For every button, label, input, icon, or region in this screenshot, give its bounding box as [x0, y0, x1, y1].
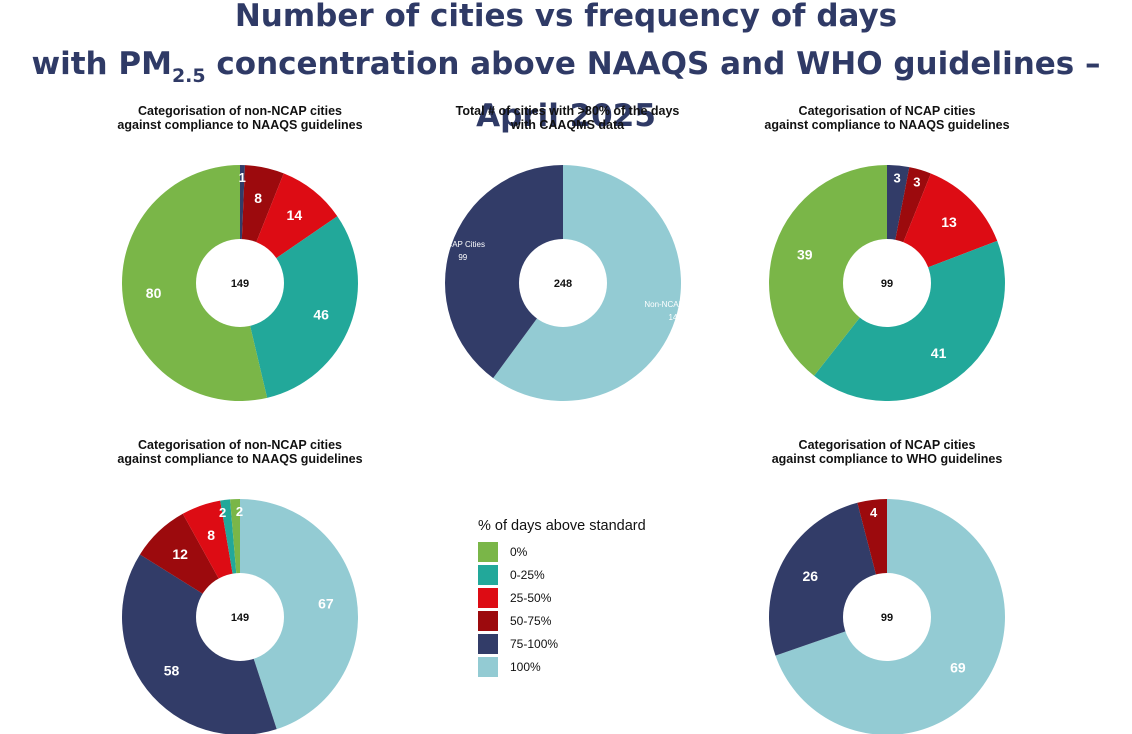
chart-4-title: Categorisation of non-NCAP cities agains…	[105, 438, 375, 466]
chart-3-slice-4-label: 39	[797, 247, 813, 263]
chart-2-slice-1	[445, 165, 563, 379]
chart-1-center-hole	[196, 239, 284, 327]
chart-3-title: Categorisation of NCAP cities against co…	[752, 104, 1022, 132]
chart-2-slice-0	[493, 164, 682, 401]
chart-1-title-line2: against compliance to NAAQS guidelines	[117, 118, 363, 132]
legend-swatch-2	[478, 587, 498, 608]
chart-5-slice-1	[769, 502, 887, 656]
chart-2-title-line2: with CAAQMS data	[510, 118, 625, 132]
title-prefix: with PM	[31, 46, 172, 82]
legend-swatch-0	[478, 541, 498, 562]
chart-2-center-hole	[519, 239, 607, 327]
chart-5-title: Categorisation of NCAP cities against co…	[752, 438, 1022, 466]
legend-item-0: 0%	[478, 540, 646, 563]
chart-3-slice-1	[887, 167, 931, 283]
chart-5-slice-1-label: 26	[803, 568, 819, 584]
main-title-line1: Number of cities vs frequency of days	[234, 0, 898, 34]
chart-2-slice-0-label: 149	[668, 313, 682, 322]
chart-4-slice-1-label: 58	[164, 663, 180, 679]
chart-1-title-line1: Categorisation of non-NCAP cities	[138, 104, 342, 118]
legend-item-3: 50-75%	[478, 609, 646, 632]
chart-1-title: Categorisation of non-NCAP cities agains…	[105, 104, 375, 132]
legend-swatch-1	[478, 564, 498, 585]
legend-title: % of days above standard	[478, 518, 646, 534]
chart-3-title-line2: against compliance to NAAQS guidelines	[764, 118, 1010, 132]
chart-5-title-line2: against compliance to WHO guidelines	[771, 452, 1003, 466]
legend-label-1: 0-25%	[510, 567, 545, 582]
chart-1-center-label: 149	[231, 278, 249, 290]
legend-label-5: 100%	[510, 659, 541, 674]
chart-5-center-hole	[843, 573, 931, 661]
legend-label-2: 25-50%	[510, 590, 552, 605]
chart-2-title: Total # of cities with >80% of the days …	[425, 104, 710, 132]
chart-2-slice-0-name: Non-NCAP Cities	[644, 300, 706, 309]
main-title-line2: with PM2.5 concentration above NAAQS and…	[0, 44, 1132, 136]
chart-4-slice-2-label: 12	[172, 546, 188, 562]
chart-1-slice-2-label: 14	[287, 207, 303, 223]
chart-3-slice-3-label: 41	[931, 345, 947, 361]
chart-1-slice-4	[121, 164, 268, 401]
chart-2-title-line1: Total # of cities with >80% of the days	[455, 104, 680, 118]
chart-3-slice-0-label: 3	[893, 170, 900, 185]
chart-5-title-line1: Categorisation of NCAP cities	[798, 438, 976, 452]
chart-4-slice-3	[182, 500, 240, 617]
chart-5-slice-0	[775, 499, 1005, 734]
chart-5-slice-0-label: 69	[950, 659, 966, 675]
chart-1-slice-2	[240, 173, 338, 283]
chart-5-center-label: 99	[881, 612, 893, 624]
legend-item-4: 75-100%	[478, 632, 646, 655]
legend: % of days above standard 0% 0-25% 25-50%…	[478, 518, 646, 678]
chart-4-slice-4	[220, 499, 240, 617]
legend-label-0: 0%	[510, 544, 528, 559]
chart-4-slice-5	[230, 499, 240, 617]
chart-3-slice-3	[814, 240, 1005, 401]
chart-1-slice-1	[240, 165, 284, 283]
chart-4-center-label: 149	[231, 612, 249, 624]
chart-4-title-line2: against compliance to NAAQS guidelines	[117, 452, 363, 466]
title-suffix: concentration above NAAQS and WHO guidel…	[205, 46, 1101, 134]
chart-1-slice-1-label: 8	[254, 190, 262, 206]
chart-4-slice-1	[122, 554, 277, 734]
chart-1-slice-0	[240, 164, 245, 283]
chart-2-slice-1-name: NCAP Cities	[441, 240, 485, 249]
chart-3-center-label: 99	[881, 278, 893, 290]
chart-4-slice-0-label: 67	[318, 595, 334, 611]
legend-item-2: 25-50%	[478, 586, 646, 609]
chart-3-slice-2	[887, 173, 998, 283]
chart-3-slice-0	[887, 165, 910, 283]
legend-item-5: 100%	[478, 655, 646, 678]
chart-5-slice-2-label: 4	[870, 505, 878, 520]
chart-1-slice-4-label: 80	[146, 285, 162, 301]
chart-4-slice-3-label: 8	[207, 527, 215, 543]
chart-2-center-label: 248	[554, 278, 572, 290]
chart-1-slice-3	[240, 216, 359, 398]
title-subscript: 2.5	[171, 65, 206, 87]
chart-1-slice-0-label: 1	[239, 170, 246, 185]
chart-3-slice-1-label: 3	[913, 174, 920, 189]
chart-3-title-line1: Categorisation of NCAP cities	[798, 104, 976, 118]
chart-3-center-hole	[843, 239, 931, 327]
chart-4-slice-5-label: 2	[236, 504, 243, 519]
chart-3-slice-4	[769, 165, 887, 376]
chart-4-slice-2	[139, 513, 240, 617]
legend-swatch-3	[478, 610, 498, 631]
legend-label-4: 75-100%	[510, 636, 559, 651]
chart-4-slice-0	[240, 499, 359, 730]
legend-swatch-4	[478, 633, 498, 654]
legend-label-3: 50-75%	[510, 613, 552, 628]
legend-swatch-5	[478, 656, 498, 677]
chart-4-title-line1: Categorisation of non-NCAP cities	[138, 438, 342, 452]
chart-4-slice-4-label: 2	[219, 505, 226, 520]
chart-3-slice-2-label: 13	[941, 214, 957, 230]
chart-2-slice-1-label: 99	[458, 253, 467, 262]
chart-5-slice-2	[857, 499, 887, 617]
legend-item-1: 0-25%	[478, 563, 646, 586]
chart-4-center-hole	[196, 573, 284, 661]
chart-1-slice-3-label: 46	[313, 306, 329, 322]
